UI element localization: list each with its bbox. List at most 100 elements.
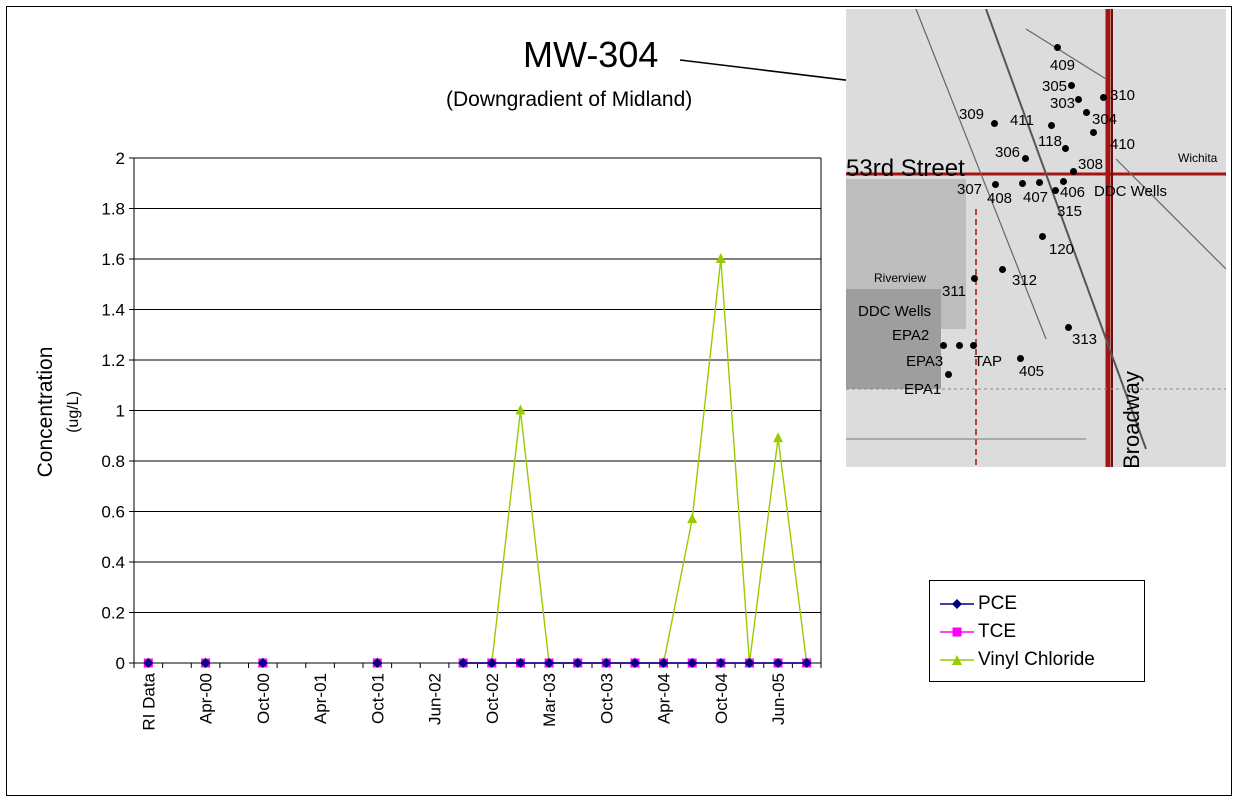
y-tick-label: 0.4 — [101, 553, 125, 572]
data-point — [629, 658, 640, 668]
y-tick-label: 0.2 — [101, 604, 125, 623]
map-label-well-312: 312 — [1012, 272, 1038, 289]
map-label-well-406: 406 — [1060, 184, 1086, 201]
legend-item-pce: PCE — [940, 591, 1017, 617]
map-label-well-118: 118 — [1038, 133, 1062, 150]
well-dot — [1062, 145, 1069, 152]
well-dot — [1083, 109, 1090, 116]
data-point — [601, 658, 612, 668]
legend-label-tce: TCE — [978, 621, 1016, 642]
chart-title: MW-304 — [523, 34, 659, 75]
map-label-well-306: 306 — [995, 144, 1021, 161]
legend-marker-square-icon — [940, 627, 974, 637]
well-dot — [1017, 355, 1024, 362]
map-label-well-313: 313 — [1072, 331, 1098, 348]
data-point — [687, 658, 698, 668]
y-tick-label: 1.2 — [101, 351, 125, 370]
legend: PCE TCE Vinyl Chloride — [929, 580, 1145, 682]
map-label-well-405: 405 — [1019, 363, 1045, 380]
y-tick-label: 1.4 — [101, 301, 125, 320]
well-dot — [1060, 178, 1067, 185]
y-tick-label: 0 — [116, 654, 125, 673]
data-point — [200, 658, 211, 668]
well-dot — [1054, 44, 1061, 51]
data-point — [257, 658, 268, 668]
x-tick-label: Mar-03 — [540, 673, 559, 727]
map-label-well-408: 408 — [987, 190, 1013, 207]
legend-marker-diamond-icon — [940, 599, 974, 609]
x-tick-label: Apr-00 — [197, 673, 216, 724]
well-dot — [1039, 233, 1046, 240]
map-label-well-411: 411 — [1010, 112, 1034, 129]
x-tick-label: Jun-02 — [426, 673, 445, 725]
data-point — [372, 658, 383, 668]
data-point — [715, 253, 726, 263]
data-point — [744, 658, 755, 668]
x-tick-label: Apr-04 — [655, 673, 674, 724]
map-label-ddc-wells-2: DDC Wells — [858, 303, 932, 320]
x-tick-label: Oct-00 — [254, 673, 273, 724]
y-tick-label: 2 — [116, 149, 125, 168]
well-dot — [1075, 96, 1082, 103]
well-dot — [945, 371, 952, 378]
legend-item-tce: TCE — [940, 619, 1016, 645]
well-dot — [956, 342, 963, 349]
map-label-well-120: 120 — [1049, 241, 1075, 258]
well-dot — [1019, 180, 1026, 187]
map-label-ddc-wells-1: DDC Wells — [1094, 183, 1168, 200]
map-label-wichita: Wichita — [1178, 151, 1218, 165]
well-dot — [1022, 155, 1029, 162]
map-label-riverview: Riverview — [874, 271, 927, 285]
map-label-well-303: 303 — [1050, 95, 1076, 112]
map-label-53rd-street: 53rd Street — [846, 155, 965, 182]
well-dot — [940, 342, 947, 349]
legend-label-vinyl-chloride: Vinyl Chloride — [978, 649, 1095, 670]
site-map: 53rd Street Broadway Wichita Riverview D… — [846, 9, 1226, 467]
data-point — [515, 658, 526, 668]
map-label-epa2: EPA2 — [892, 327, 930, 344]
tick-labels: 0 0.2 0.4 0.6 0.8 1 1.2 1.4 1.6 1.8 2 RI Data Apr-00… — [101, 149, 788, 731]
map-label-well-307: 307 — [957, 181, 983, 198]
series-lines — [143, 253, 812, 668]
map-label-tap: TAP — [974, 353, 1003, 370]
y-tick-label: 0.6 — [101, 503, 125, 522]
x-tick-label: Oct-03 — [597, 673, 616, 724]
data-point — [544, 658, 555, 668]
map-roads — [846, 9, 1226, 467]
gridlines — [134, 157, 821, 664]
x-tick-label: Jun-05 — [769, 673, 788, 725]
x-tick-label: RI Data — [139, 672, 158, 730]
data-point — [458, 658, 469, 668]
well-dot — [1100, 94, 1107, 101]
map-label-well-311: 311 — [942, 283, 966, 300]
data-point — [486, 658, 497, 668]
well-dot — [1065, 324, 1072, 331]
map-label-epa1: EPA1 — [904, 381, 942, 398]
x-tick-label: Oct-04 — [712, 673, 731, 724]
map-label-well-315: 315 — [1057, 203, 1083, 220]
map-label-well-304: 304 — [1092, 111, 1118, 128]
map-label-well-308: 308 — [1078, 156, 1104, 173]
y-axis-label-line2: (ug/L) — [65, 391, 82, 433]
data-point — [143, 658, 154, 668]
data-point — [572, 658, 583, 668]
data-point — [773, 432, 784, 443]
well-dot — [1070, 168, 1077, 175]
well-dot — [1052, 187, 1059, 194]
y-tick-label: 1.8 — [101, 200, 125, 219]
map-label-well-410: 410 — [1110, 136, 1136, 153]
axes — [129, 157, 822, 668]
chart-subtitle: (Downgradient of Midland) — [446, 88, 693, 111]
data-point — [658, 658, 669, 668]
series-pce — [143, 658, 812, 668]
data-point — [773, 658, 784, 668]
map-label-well-305: 305 — [1042, 78, 1068, 95]
y-tick-label: 0.8 — [101, 452, 125, 471]
map-label-epa3: EPA3 — [906, 353, 944, 370]
x-tick-label: Oct-01 — [368, 673, 387, 724]
series-vinyl-chloride — [143, 253, 812, 667]
well-dot — [1090, 129, 1097, 136]
map-label-well-310: 310 — [1110, 87, 1136, 104]
legend-label-pce: PCE — [978, 593, 1018, 614]
well-dot — [1036, 179, 1043, 186]
